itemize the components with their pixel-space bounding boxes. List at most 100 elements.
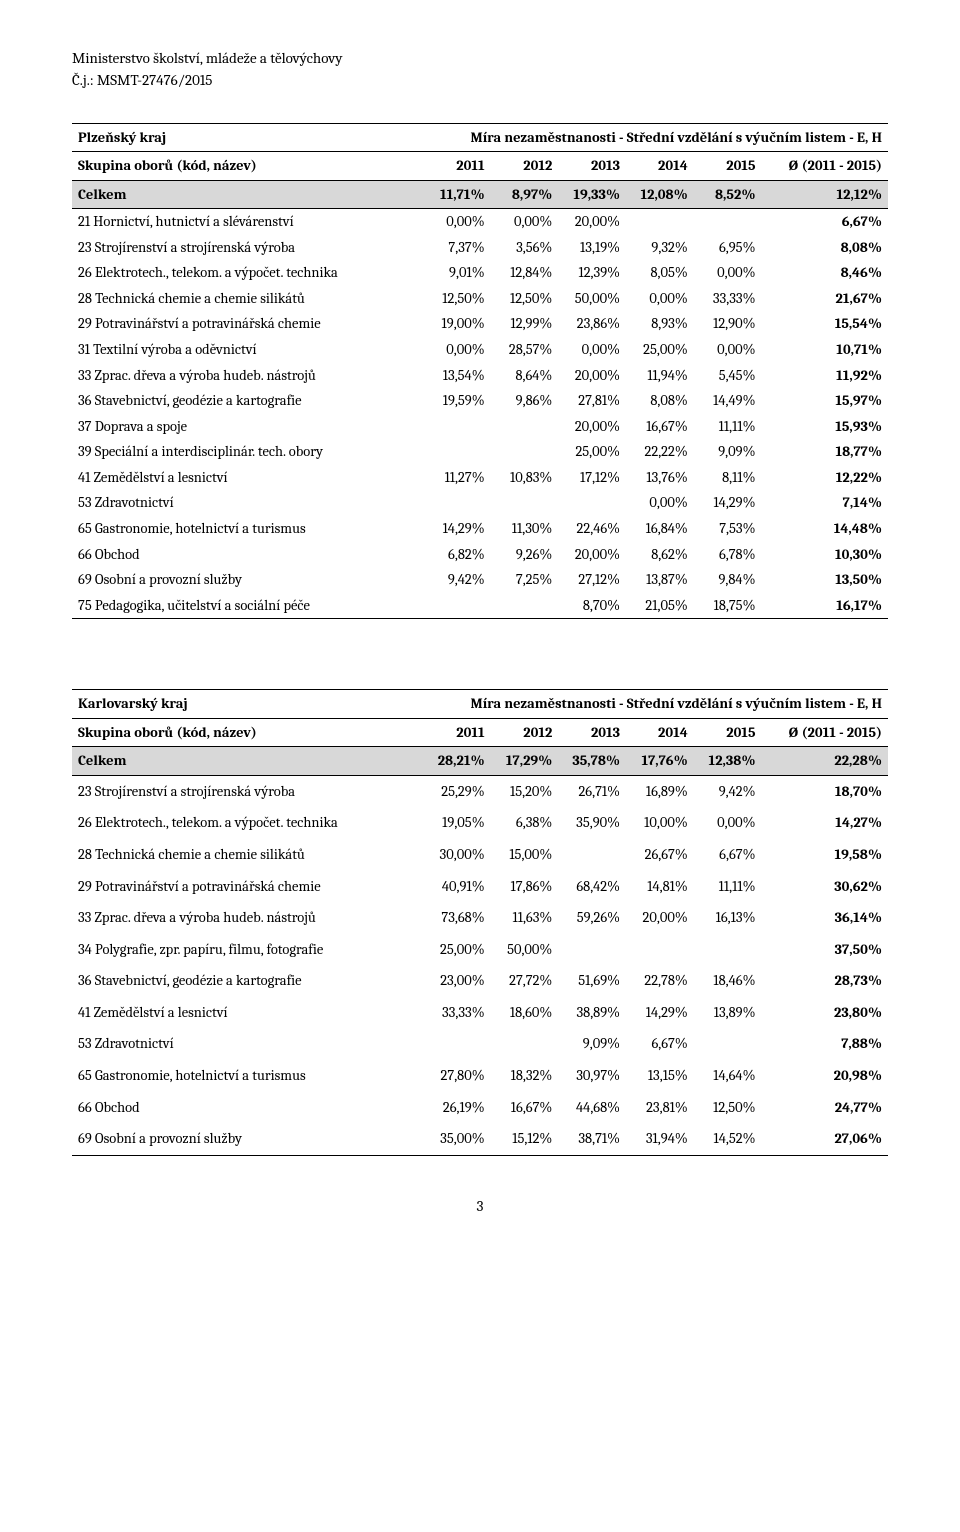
col-2015: 2015 [694, 718, 762, 747]
cell: 44,68% [558, 1092, 626, 1124]
cell: 10,00% [626, 807, 694, 839]
cell: 7,14% [761, 490, 888, 516]
cell: 20,00% [558, 209, 626, 235]
cell: 38,89% [558, 997, 626, 1029]
cell: 9,32% [626, 235, 694, 261]
cell: 8,11% [694, 465, 762, 491]
cell: 7,88% [761, 1028, 888, 1060]
cell: 30,00% [423, 839, 491, 871]
cell: 20,98% [761, 1060, 888, 1092]
total-label: Celkem [72, 180, 423, 209]
cell: 12,50% [491, 286, 559, 312]
cell: 40,91% [423, 871, 491, 903]
cell: 6,82% [423, 542, 491, 568]
cell: 25,00% [626, 337, 694, 363]
cell: 14,64% [694, 1060, 762, 1092]
row-label: 66 Obchod [72, 1092, 423, 1124]
total-avg: 22,28% [761, 747, 888, 776]
table-row: 53 Zdravotnictví0,00%14,29%7,14% [72, 490, 888, 516]
row-label: 41 Zemědělství a lesnictví [72, 997, 423, 1029]
cell: 14,29% [423, 516, 491, 542]
table-row: 69 Osobní a provozní služby9,42%7,25%27,… [72, 567, 888, 593]
cell: 9,09% [558, 1028, 626, 1060]
cell: 13,76% [626, 465, 694, 491]
col-label: Skupina oborů (kód, název) [72, 152, 423, 181]
table-row: 31 Textilní výroba a oděvnictví0,00%28,5… [72, 337, 888, 363]
cell: 18,46% [694, 965, 762, 997]
cell: 68,42% [558, 871, 626, 903]
col-2013: 2013 [558, 718, 626, 747]
cell: 27,72% [491, 965, 559, 997]
cell [558, 490, 626, 516]
cell: 8,93% [626, 311, 694, 337]
document-header: Ministerstvo školství, mládeže a tělovýc… [72, 48, 888, 91]
cell: 14,29% [626, 997, 694, 1029]
cell: 20,00% [558, 542, 626, 568]
cell: 6,38% [491, 807, 559, 839]
row-label: 23 Strojírenství a strojírenská výroba [72, 775, 423, 807]
cell: 20,00% [558, 414, 626, 440]
cell: 15,12% [491, 1123, 559, 1155]
department-line: Ministerstvo školství, mládeže a tělovýc… [72, 48, 888, 68]
cell: 20,00% [626, 902, 694, 934]
cell: 10,30% [761, 542, 888, 568]
page-number: 3 [72, 1196, 888, 1216]
table-plzensky: Plzeňský kraj Míra nezaměstnanosti - Stř… [72, 123, 888, 620]
cell: 0,00% [491, 209, 559, 235]
cell: 33,33% [423, 997, 491, 1029]
table-row: 26 Elektrotech., telekom. a výpočet. tec… [72, 807, 888, 839]
cell [694, 934, 762, 966]
table-row: 23 Strojírenství a strojírenská výroba25… [72, 775, 888, 807]
cell: 12,50% [694, 1092, 762, 1124]
cell: 11,11% [694, 414, 762, 440]
cell: 9,01% [423, 260, 491, 286]
row-label: 41 Zemědělství a lesnictví [72, 465, 423, 491]
cell: 25,29% [423, 775, 491, 807]
table-row: 36 Stavebnictví, geodézie a kartografie2… [72, 965, 888, 997]
cell: 16,17% [761, 593, 888, 619]
cell: 22,46% [558, 516, 626, 542]
total-2012: 17,29% [491, 747, 559, 776]
cell: 8,08% [626, 388, 694, 414]
row-label: 28 Technická chemie a chemie silikátů [72, 839, 423, 871]
cell: 27,06% [761, 1123, 888, 1155]
cell: 9,26% [491, 542, 559, 568]
cell: 33,33% [694, 286, 762, 312]
row-label: 69 Osobní a provozní služby [72, 1123, 423, 1155]
cell: 35,90% [558, 807, 626, 839]
row-label: 69 Osobní a provozní služby [72, 567, 423, 593]
cell: 8,46% [761, 260, 888, 286]
cell: 21,05% [626, 593, 694, 619]
cell: 24,77% [761, 1092, 888, 1124]
cell: 51,69% [558, 965, 626, 997]
cell: 13,87% [626, 567, 694, 593]
cell: 9,84% [694, 567, 762, 593]
col-label: Skupina oborů (kód, název) [72, 718, 423, 747]
cell: 0,00% [558, 337, 626, 363]
row-label: 53 Zdravotnictví [72, 490, 423, 516]
cell: 9,86% [491, 388, 559, 414]
cell: 7,25% [491, 567, 559, 593]
table-row: 75 Pedagogika, učitelství a sociální péč… [72, 593, 888, 619]
cell: 18,70% [761, 775, 888, 807]
cell [626, 934, 694, 966]
cell: 11,63% [491, 902, 559, 934]
cell: 23,00% [423, 965, 491, 997]
total-2015: 8,52% [694, 180, 762, 209]
total-avg: 12,12% [761, 180, 888, 209]
cell: 30,62% [761, 871, 888, 903]
row-label: 29 Potravinářství a potravinářská chemie [72, 311, 423, 337]
cell: 73,68% [423, 902, 491, 934]
cell [423, 1028, 491, 1060]
cell: 50,00% [491, 934, 559, 966]
cell: 8,08% [761, 235, 888, 261]
cell: 30,97% [558, 1060, 626, 1092]
cell: 6,67% [761, 209, 888, 235]
cell: 37,50% [761, 934, 888, 966]
cell [423, 490, 491, 516]
cell: 13,19% [558, 235, 626, 261]
cell: 15,00% [491, 839, 559, 871]
cell: 9,42% [694, 775, 762, 807]
cell: 13,89% [694, 997, 762, 1029]
cell: 28,57% [491, 337, 559, 363]
